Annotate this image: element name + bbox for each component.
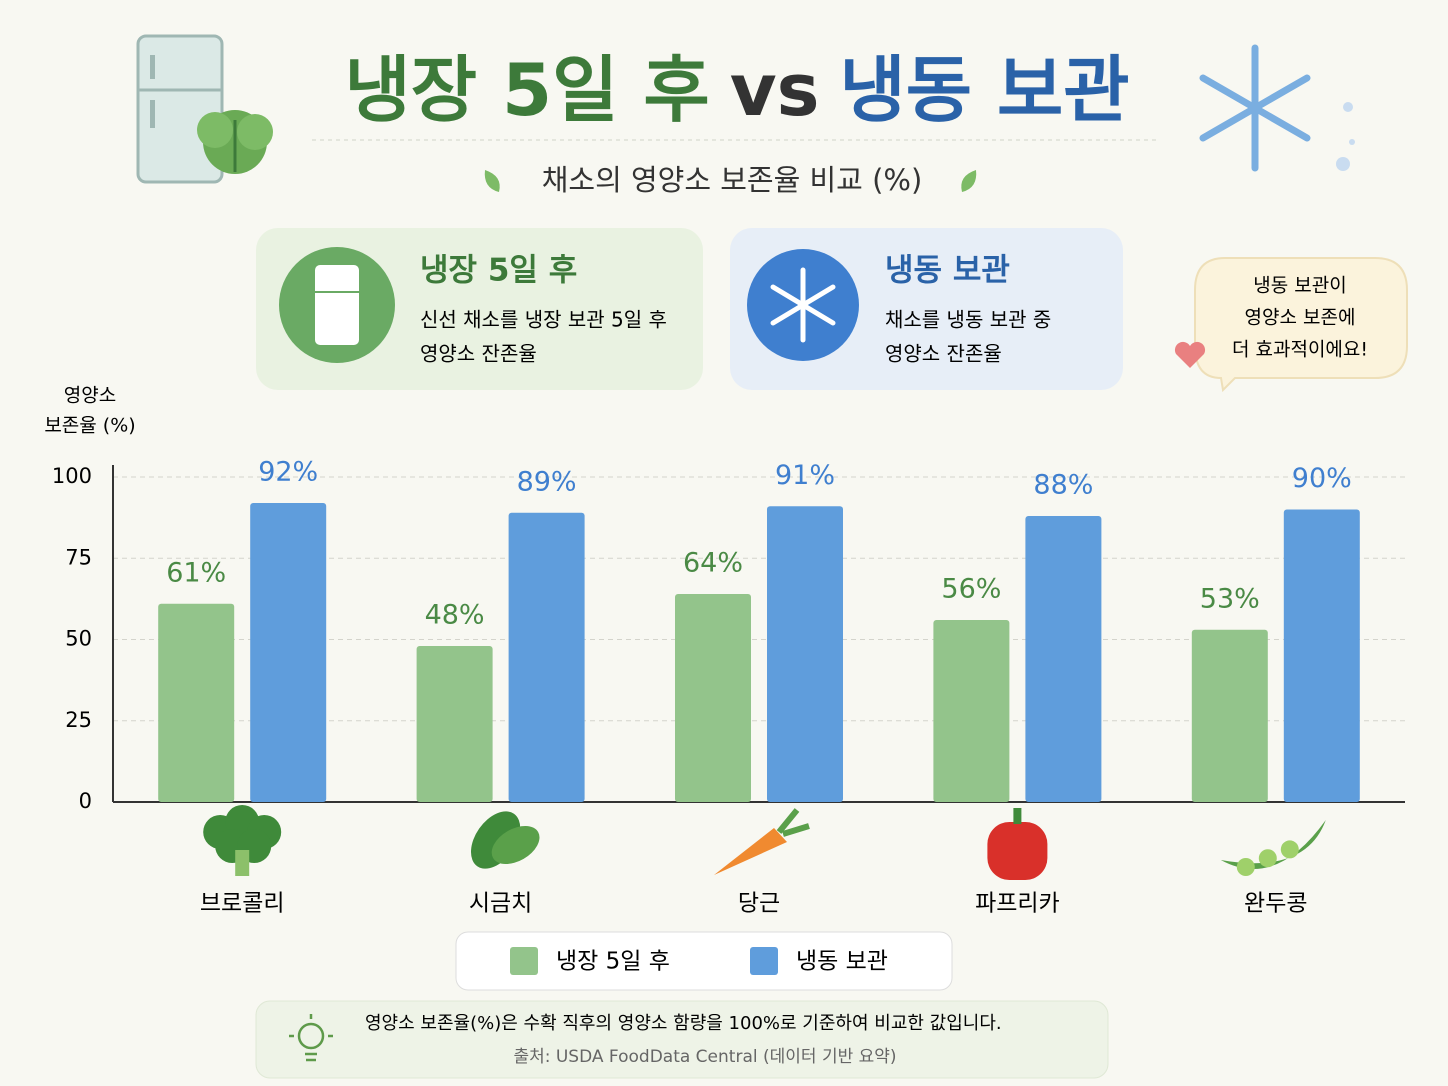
y-tick-label: 0 [79, 789, 92, 813]
value-label: 88% [1033, 470, 1093, 501]
chart-title: 냉장 5일 후 vs 냉동 보관 [344, 48, 1129, 132]
value-label: 48% [425, 600, 485, 631]
legend-label: 냉장 5일 후 [556, 949, 670, 975]
bar [767, 506, 843, 802]
value-label: 91% [775, 460, 835, 491]
pea-icon [1236, 858, 1255, 876]
x-tick-label: 당근 [738, 891, 780, 917]
carrot-icon [776, 808, 810, 837]
footer-box [255, 1000, 1109, 1079]
broccoli-icon [235, 850, 250, 876]
subtitle: 채소의 영양소 보존율 비교 (%) [542, 163, 923, 197]
footer-source: 출처: USDA FoodData Central (데이터 기반 요약) [513, 1047, 896, 1067]
legend-swatch [750, 947, 778, 975]
pea-icon [1220, 820, 1326, 869]
y-tick-label: 25 [65, 708, 92, 732]
bulb-icon [289, 1014, 333, 1062]
bar [1283, 509, 1360, 802]
pepper-icon [987, 822, 1048, 880]
snowflake-glyph [770, 267, 836, 343]
bar [675, 594, 751, 802]
carrot-icon [714, 828, 787, 875]
value-label: 61% [166, 557, 226, 588]
leaf-icon [961, 170, 977, 192]
bar [158, 603, 235, 802]
bar [250, 503, 327, 802]
title-left: 냉장 5일 후 [344, 48, 709, 132]
y-tick-label: 50 [65, 627, 92, 651]
y-axis-label: 영양소 [64, 385, 116, 407]
value-label: 64% [683, 548, 743, 579]
legend-label: 냉동 보관 [796, 949, 888, 975]
vegetable-icons [203, 805, 1326, 880]
callout-text: 더 효과적이에요! [1232, 339, 1368, 361]
value-label: 53% [1200, 583, 1260, 614]
heart-icon [1174, 341, 1206, 368]
pea-icon [1280, 840, 1299, 859]
fridge-icon [136, 34, 273, 184]
x-tick-label: 브로콜리 [200, 891, 285, 917]
bar [508, 512, 585, 802]
x-tick-label: 시금치 [469, 891, 532, 917]
bar [1191, 629, 1268, 802]
pepper-icon [1013, 808, 1022, 824]
snowflake-icon [1199, 44, 1355, 172]
card-text: 신선 채소를 냉장 보관 5일 후 [420, 308, 667, 332]
legend-box [455, 931, 953, 991]
x-tick-label: 파프리카 [975, 891, 1060, 917]
bar [1025, 516, 1102, 802]
card-text: 영양소 잔존율 [885, 342, 1002, 366]
callout-bubble [1194, 257, 1408, 393]
card-text: 영양소 잔존율 [420, 342, 537, 366]
callout-text: 영양소 보존에 [1245, 307, 1356, 329]
title-vs: vs [730, 48, 820, 132]
pea-icon [1258, 849, 1277, 868]
value-label: 56% [941, 574, 1001, 605]
title-right: 냉동 보관 [839, 48, 1129, 132]
bar [933, 620, 1010, 802]
footer-note: 영양소 보존율(%)은 수확 직후의 영양소 함량을 100%로 기준하여 비교… [365, 1013, 1002, 1034]
value-label: 90% [1292, 463, 1352, 494]
spinach-icon [491, 826, 540, 864]
y-axis-label: 보존율 (%) [44, 415, 135, 437]
fridge-glyph [315, 265, 359, 345]
bar [416, 646, 493, 802]
legend-swatch [510, 947, 538, 975]
card-text: 채소를 냉동 보관 중 [885, 308, 1051, 332]
callout-text: 냉동 보관이 [1253, 275, 1346, 297]
x-tick-label: 완두콩 [1244, 891, 1307, 917]
y-tick-label: 75 [65, 545, 92, 569]
card-title: 냉장 5일 후 [420, 253, 577, 289]
card-title: 냉동 보관 [885, 253, 1010, 289]
value-label: 89% [517, 466, 577, 497]
leaf-icon [484, 170, 500, 192]
y-tick-label: 100 [52, 464, 92, 488]
value-label: 92% [258, 457, 318, 488]
